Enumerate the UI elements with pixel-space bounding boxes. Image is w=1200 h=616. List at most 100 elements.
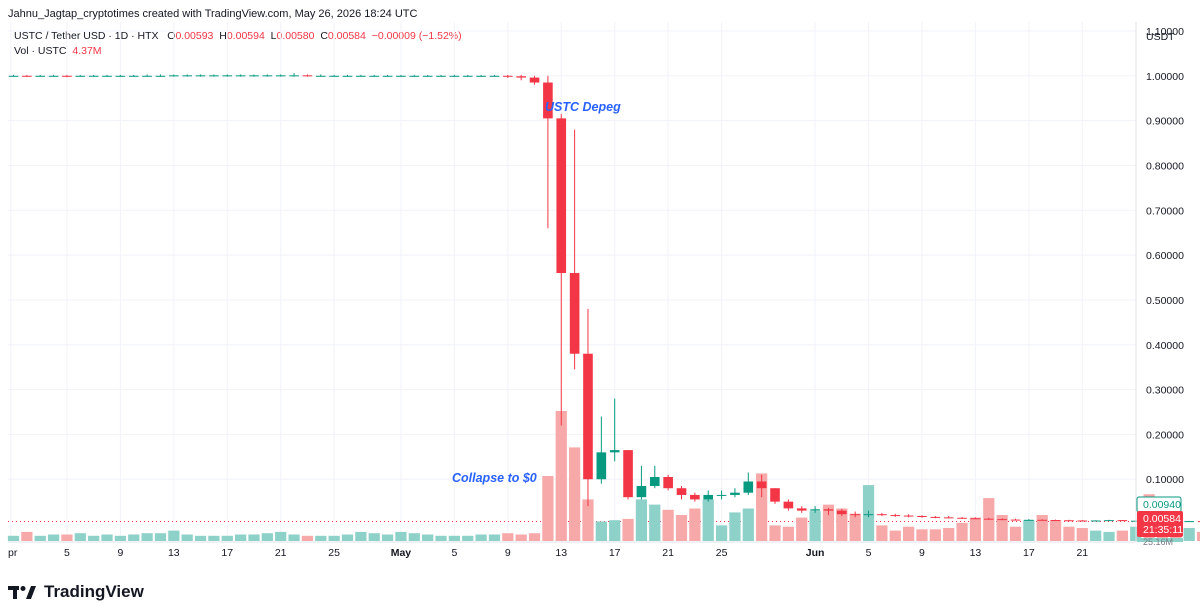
candle-body bbox=[275, 75, 286, 77]
candle bbox=[222, 74, 233, 77]
volume-bar bbox=[288, 534, 300, 541]
candle bbox=[155, 74, 166, 77]
candle-body bbox=[970, 518, 981, 520]
candle bbox=[903, 514, 914, 518]
candle-body bbox=[756, 481, 767, 489]
volume-bar bbox=[555, 411, 567, 541]
volume-bar bbox=[889, 530, 901, 541]
candle-body bbox=[329, 75, 339, 77]
candle-body bbox=[142, 75, 152, 77]
volume-bar bbox=[448, 535, 460, 541]
candle-body bbox=[703, 494, 714, 500]
candle-body bbox=[422, 75, 433, 77]
price-tick-label: 0.90000 bbox=[1146, 116, 1184, 128]
volume-bar bbox=[422, 534, 434, 541]
volume-bar bbox=[756, 473, 768, 541]
candle bbox=[943, 516, 954, 519]
candle bbox=[142, 74, 152, 77]
candle-body bbox=[369, 75, 380, 77]
candle-body bbox=[957, 517, 967, 519]
volume-bar bbox=[488, 534, 501, 541]
candle-body bbox=[62, 75, 72, 77]
candle-body bbox=[8, 75, 19, 77]
price-label-last-text: 0.00584 bbox=[1143, 513, 1181, 525]
candle-body bbox=[195, 75, 206, 77]
candle-body bbox=[569, 273, 580, 354]
volume-bar bbox=[528, 533, 541, 541]
volume-label[interactable]: Vol · USTC bbox=[14, 45, 67, 57]
candle bbox=[195, 74, 206, 77]
candle bbox=[863, 510, 874, 518]
candle bbox=[529, 75, 540, 85]
candle bbox=[75, 74, 86, 77]
candle-body bbox=[302, 75, 313, 77]
volume-legend: Vol · USTC 4.37M bbox=[14, 45, 102, 57]
candle bbox=[115, 74, 126, 77]
candle bbox=[88, 74, 99, 77]
volume-bar bbox=[582, 499, 594, 541]
candle-body bbox=[716, 494, 727, 496]
chart-annotations: USTC Depeg Collapse to $0 bbox=[452, 100, 621, 485]
volume-bar bbox=[154, 533, 167, 541]
candle-body bbox=[262, 75, 273, 77]
price-axis-unit: USDT bbox=[1146, 31, 1175, 43]
annotation-collapse: Collapse to $0 bbox=[452, 471, 537, 485]
volume-bar bbox=[1090, 530, 1102, 541]
volume-bar bbox=[822, 504, 835, 541]
volume-bar bbox=[1063, 526, 1075, 541]
tradingview-logo[interactable]: TradingView bbox=[8, 582, 144, 602]
candle-body bbox=[155, 75, 166, 77]
time-tick-label: 5 bbox=[64, 547, 70, 559]
symbol-label[interactable]: USTC / Tether USD · 1D · HTX bbox=[14, 30, 159, 42]
candle bbox=[1024, 519, 1034, 521]
candle bbox=[1064, 519, 1074, 522]
candle-body bbox=[823, 509, 834, 511]
candle bbox=[462, 74, 473, 77]
candle-body bbox=[88, 75, 99, 77]
volume-bar bbox=[1009, 526, 1022, 541]
candle-body bbox=[770, 488, 780, 502]
candle-body bbox=[503, 75, 513, 77]
time-tick-label: 17 bbox=[221, 547, 233, 559]
price-tick-label: 0.40000 bbox=[1146, 340, 1184, 352]
volume-bar bbox=[675, 515, 688, 541]
candle-body bbox=[476, 75, 486, 77]
volume-bar bbox=[368, 533, 380, 541]
candle bbox=[877, 512, 887, 516]
candle-body bbox=[676, 488, 687, 495]
volume-bar bbox=[114, 535, 126, 541]
time-tick-label: 5 bbox=[451, 547, 457, 559]
volume-bar bbox=[34, 535, 46, 541]
volume-bar bbox=[542, 476, 554, 541]
candle bbox=[890, 513, 901, 517]
time-tick-label: Jun bbox=[806, 547, 825, 559]
volume-bar bbox=[181, 534, 193, 541]
price-tick-label: 0.70000 bbox=[1146, 205, 1184, 217]
price-label-high-text: 0.00940 bbox=[1143, 499, 1181, 511]
volume-bar bbox=[729, 512, 741, 541]
volume-bar bbox=[662, 509, 674, 541]
volume-bar bbox=[208, 535, 220, 541]
tradingview-logo-icon bbox=[8, 586, 36, 599]
volume-bar bbox=[21, 531, 33, 541]
candle-body bbox=[890, 515, 901, 517]
volume-value: 4.37M bbox=[72, 45, 102, 57]
candle-body bbox=[730, 492, 740, 495]
candle-body bbox=[649, 477, 660, 486]
candle bbox=[770, 488, 780, 504]
candle-body bbox=[877, 514, 887, 516]
candle-body bbox=[850, 514, 860, 516]
close-label: C bbox=[320, 30, 328, 42]
candle bbox=[1050, 519, 1061, 522]
candle bbox=[22, 74, 32, 77]
time-tick-label: 17 bbox=[1023, 547, 1035, 559]
price-label-volume-text: 25.16M bbox=[1143, 537, 1173, 547]
volume-bar bbox=[796, 517, 808, 541]
candle bbox=[1090, 520, 1101, 522]
volume-bar bbox=[649, 504, 661, 541]
price-label-high: 0.00940 bbox=[1136, 496, 1182, 513]
candle-body bbox=[516, 76, 526, 78]
volume-bar bbox=[702, 499, 714, 541]
candle-body bbox=[128, 75, 139, 77]
